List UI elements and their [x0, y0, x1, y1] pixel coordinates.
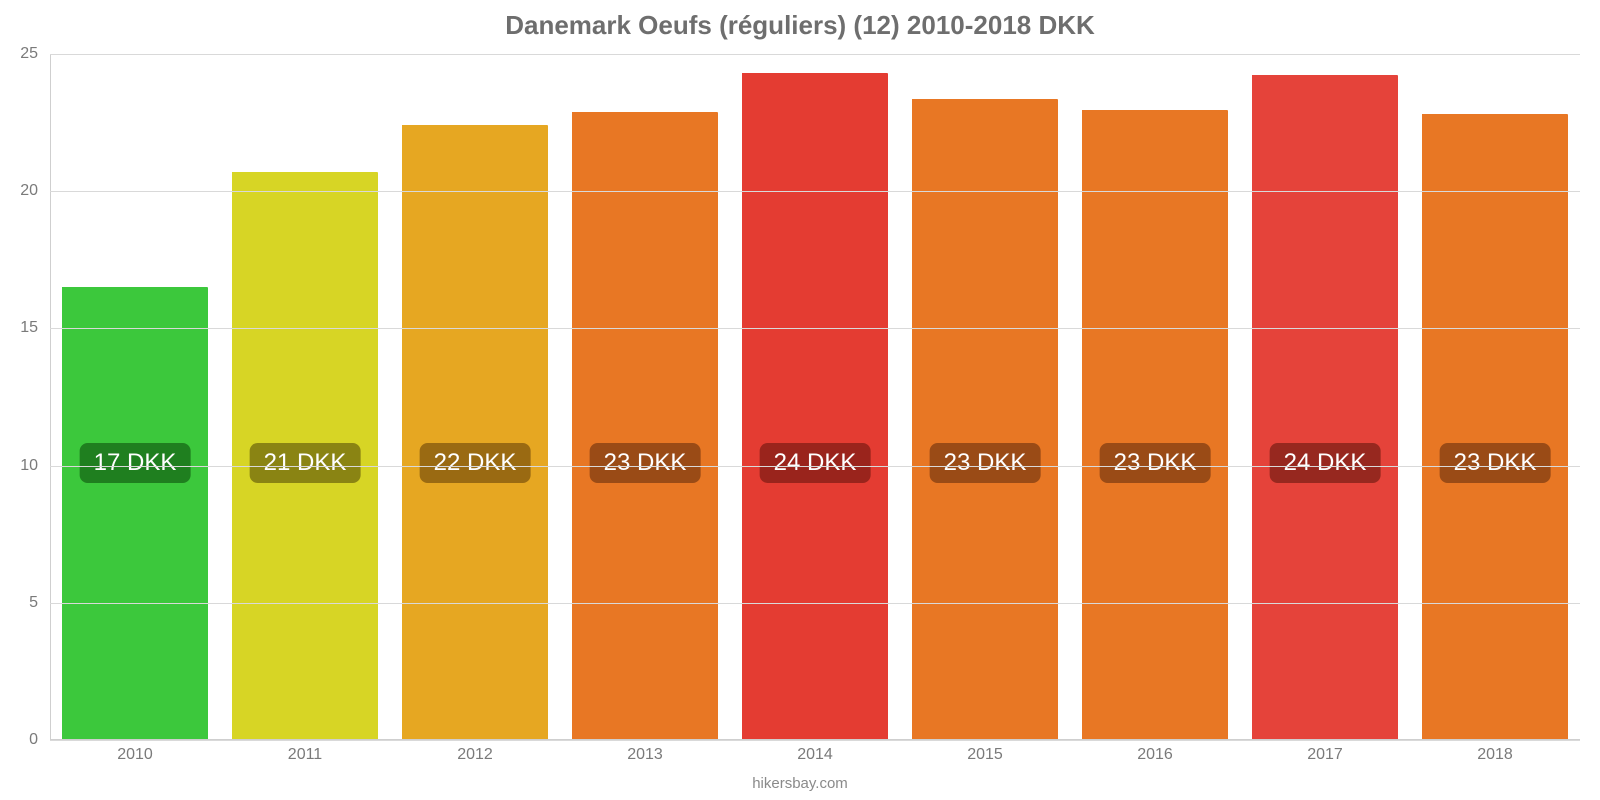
- bar: [572, 112, 718, 740]
- gridline: [50, 328, 1580, 329]
- ytick-label: 10: [20, 457, 38, 475]
- ytick-label: 20: [20, 182, 38, 200]
- source-text: hikersbay.com: [752, 775, 848, 792]
- bars-group: 17 DKK201021 DKK201122 DKK201223 DKK2013…: [50, 54, 1580, 740]
- bar-value-label: 23 DKK: [1440, 443, 1551, 483]
- bar-slot: 23 DKK2016: [1070, 54, 1240, 740]
- bar-value-label: 23 DKK: [1100, 443, 1211, 483]
- xtick-label: 2012: [457, 746, 493, 764]
- ytick-label: 15: [20, 319, 38, 337]
- xtick-label: 2011: [288, 746, 322, 764]
- bar-value-label: 17 DKK: [80, 443, 191, 483]
- bar-slot: 17 DKK2010: [50, 54, 220, 740]
- gridline: [50, 54, 1580, 55]
- bar-slot: 21 DKK2011: [220, 54, 390, 740]
- gridline: [50, 191, 1580, 192]
- ytick-label: 25: [20, 45, 38, 63]
- xtick-label: 2015: [967, 746, 1003, 764]
- bar-value-label: 23 DKK: [590, 443, 701, 483]
- bar-value-label: 21 DKK: [250, 443, 361, 483]
- gridline: [50, 740, 1580, 741]
- bar-slot: 24 DKK2017: [1240, 54, 1410, 740]
- bar: [912, 99, 1058, 740]
- gridline: [50, 603, 1580, 604]
- bar: [62, 287, 208, 740]
- bar-slot: 24 DKK2014: [730, 54, 900, 740]
- ytick-label: 0: [29, 731, 38, 749]
- bar: [1082, 110, 1228, 740]
- bar-slot: 23 DKK2013: [560, 54, 730, 740]
- bar: [1422, 114, 1568, 740]
- xtick-label: 2014: [797, 746, 833, 764]
- chart-title: Danemark Oeufs (réguliers) (12) 2010-201…: [0, 10, 1600, 41]
- chart-container: Danemark Oeufs (réguliers) (12) 2010-201…: [0, 0, 1600, 800]
- bar: [742, 73, 888, 740]
- gridline: [50, 466, 1580, 467]
- bar-value-label: 22 DKK: [420, 443, 531, 483]
- bar-slot: 23 DKK2015: [900, 54, 1070, 740]
- bar: [1252, 75, 1398, 740]
- bar-slot: 22 DKK2012: [390, 54, 560, 740]
- bar-value-label: 24 DKK: [1270, 443, 1381, 483]
- xtick-label: 2017: [1307, 746, 1343, 764]
- xtick-label: 2013: [627, 746, 663, 764]
- ytick-label: 5: [29, 594, 38, 612]
- xtick-label: 2016: [1137, 746, 1173, 764]
- bar-value-label: 24 DKK: [760, 443, 871, 483]
- bar-value-label: 23 DKK: [930, 443, 1041, 483]
- xtick-label: 2018: [1477, 746, 1513, 764]
- xtick-label: 2010: [117, 746, 153, 764]
- bar-slot: 23 DKK2018: [1410, 54, 1580, 740]
- bar: [402, 125, 548, 740]
- plot-area: 17 DKK201021 DKK201122 DKK201223 DKK2013…: [50, 54, 1580, 740]
